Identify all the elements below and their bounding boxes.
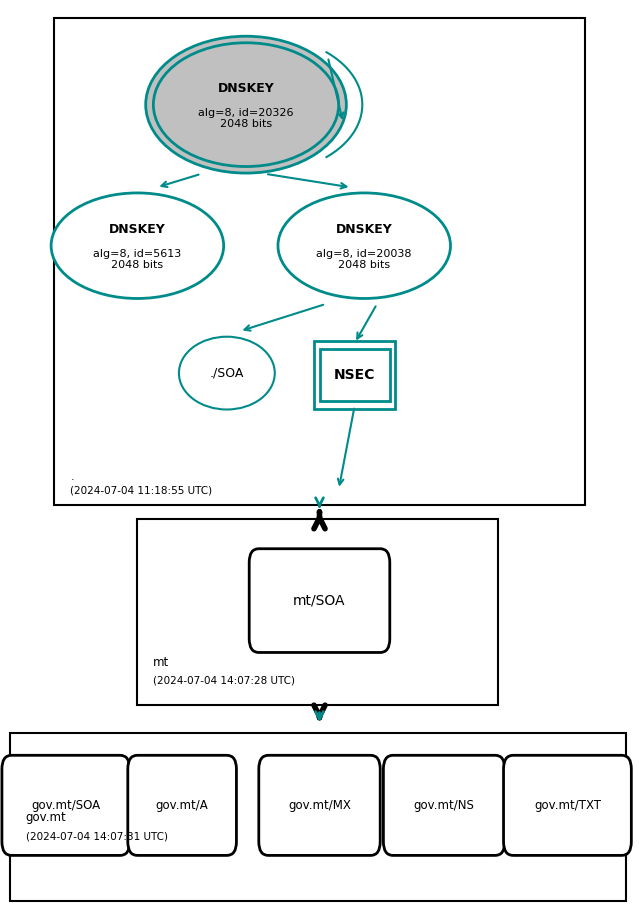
Text: gov.mt/MX: gov.mt/MX xyxy=(288,799,351,812)
FancyBboxPatch shape xyxy=(504,755,631,855)
Bar xyxy=(137,519,498,705)
Bar xyxy=(10,733,626,901)
Text: alg=8, id=20326
2048 bits: alg=8, id=20326 2048 bits xyxy=(198,107,294,129)
Bar xyxy=(320,349,390,401)
Ellipse shape xyxy=(51,193,224,298)
Text: (2024-07-04 11:18:55 UTC): (2024-07-04 11:18:55 UTC) xyxy=(70,486,212,496)
FancyBboxPatch shape xyxy=(128,755,236,855)
FancyBboxPatch shape xyxy=(2,755,130,855)
Text: NSEC: NSEC xyxy=(334,368,375,382)
Text: alg=8, id=5613
2048 bits: alg=8, id=5613 2048 bits xyxy=(93,248,181,270)
Text: gov.mt/NS: gov.mt/NS xyxy=(413,799,475,812)
Bar xyxy=(54,18,585,505)
Text: DNSKEY: DNSKEY xyxy=(218,82,274,95)
Text: (2024-07-04 14:07:28 UTC): (2024-07-04 14:07:28 UTC) xyxy=(153,675,295,685)
Text: gov.mt/TXT: gov.mt/TXT xyxy=(534,799,601,812)
Ellipse shape xyxy=(179,337,275,410)
Text: DNSKEY: DNSKEY xyxy=(109,223,166,236)
Ellipse shape xyxy=(153,43,339,167)
Text: ./SOA: ./SOA xyxy=(210,367,244,379)
Text: gov.mt: gov.mt xyxy=(26,811,66,824)
Text: mt: mt xyxy=(153,656,169,669)
Text: DNSKEY: DNSKEY xyxy=(336,223,392,236)
Bar xyxy=(314,341,395,409)
FancyBboxPatch shape xyxy=(249,549,390,652)
Text: gov.mt/A: gov.mt/A xyxy=(156,799,208,812)
Ellipse shape xyxy=(278,193,450,298)
Text: .: . xyxy=(70,472,74,482)
Text: gov.mt/SOA: gov.mt/SOA xyxy=(31,799,100,812)
FancyBboxPatch shape xyxy=(259,755,380,855)
Text: mt/SOA: mt/SOA xyxy=(293,593,346,608)
Text: alg=8, id=20038
2048 bits: alg=8, id=20038 2048 bits xyxy=(316,248,412,270)
Text: (2024-07-04 14:07:31 UTC): (2024-07-04 14:07:31 UTC) xyxy=(26,832,167,842)
FancyBboxPatch shape xyxy=(383,755,505,855)
Ellipse shape xyxy=(146,36,346,173)
